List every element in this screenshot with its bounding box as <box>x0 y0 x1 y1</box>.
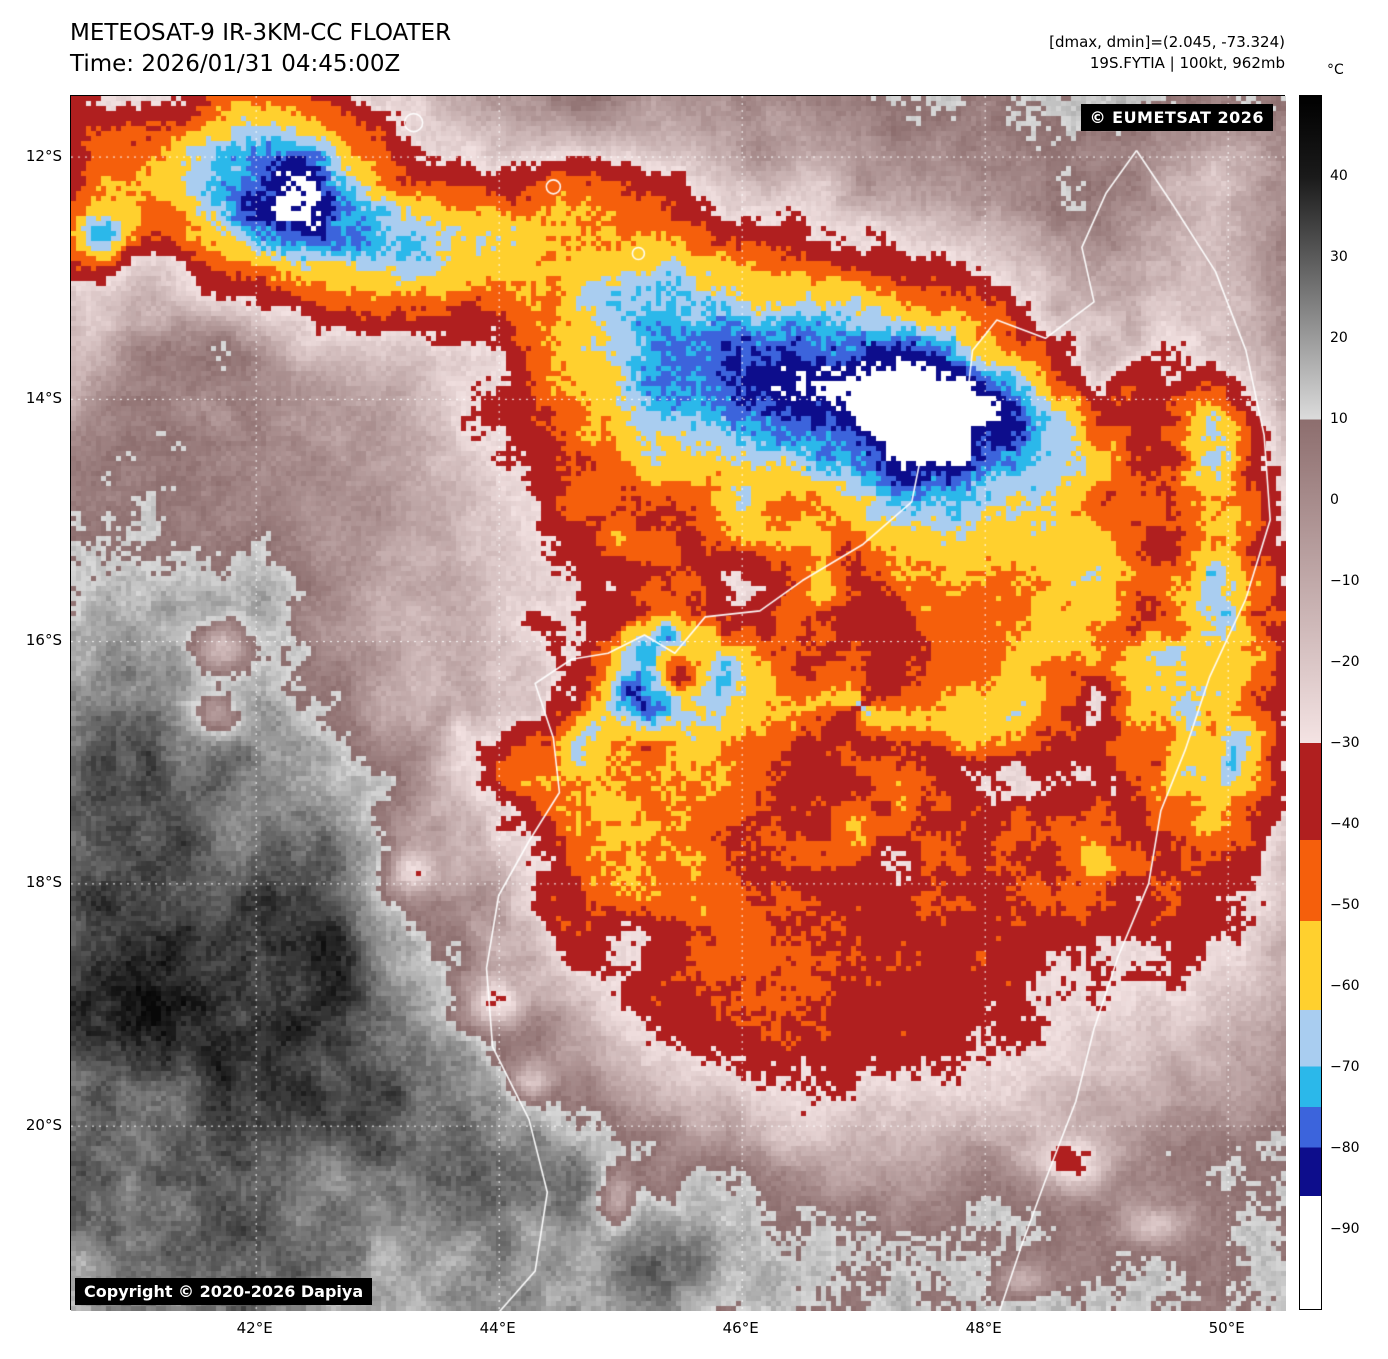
colorbar-tick-label: −80 <box>1330 1140 1360 1156</box>
colorbar-tick-label: −10 <box>1330 573 1360 589</box>
dapiya-copyright-badge: Copyright © 2020-2026 Dapiya <box>75 1278 373 1305</box>
lat-tick-label: 16°S <box>25 631 62 650</box>
lat-tick-label: 18°S <box>25 873 62 892</box>
colorbar-tick-label: 10 <box>1330 411 1348 427</box>
plot-title: METEOSAT-9 IR-3KM-CC FLOATER <box>70 20 452 46</box>
lon-tick-label: 42°E <box>236 1319 273 1337</box>
colorbar-tick-label: −20 <box>1330 654 1360 670</box>
satellite-map: © EUMETSAT 2026 Copyright © 2020-2026 Da… <box>70 95 1286 1311</box>
lon-tick-label: 46°E <box>722 1319 759 1337</box>
eumetsat-credit-badge: © EUMETSAT 2026 <box>1080 104 1273 131</box>
lon-tick-label: 48°E <box>965 1319 1002 1337</box>
storm-info-label: 19S.FYTIA | 100kt, 962mb <box>1089 54 1285 72</box>
lon-tick-label: 50°E <box>1208 1319 1245 1337</box>
stat-dmax-dmin: [dmax, dmin]=(2.045, -73.324) <box>1049 33 1285 51</box>
colorbar-tick-label: −60 <box>1330 978 1360 994</box>
temperature-colorbar <box>1299 95 1322 1310</box>
colorbar-tick-label: 40 <box>1330 168 1348 184</box>
header-right: [dmax, dmin]=(2.045, -73.324) 19S.FYTIA … <box>1049 32 1285 74</box>
colorbar-tick-label: −70 <box>1330 1059 1360 1075</box>
colorbar-tick-label: −40 <box>1330 816 1360 832</box>
colorbar-tick-label: −30 <box>1330 735 1360 751</box>
lon-tick-label: 44°E <box>479 1319 516 1337</box>
colorbar-tick-label: 20 <box>1330 330 1348 346</box>
plot-timestamp: Time: 2026/01/31 04:45:00Z <box>70 51 401 77</box>
colorbar-tick-label: 30 <box>1330 249 1348 265</box>
lat-tick-label: 12°S <box>25 146 62 165</box>
lat-tick-label: 20°S <box>25 1115 62 1134</box>
ir-satellite-canvas <box>71 96 1286 1311</box>
colorbar-unit-label: °C <box>1327 62 1344 78</box>
colorbar-tick-label: −50 <box>1330 897 1360 913</box>
colorbar-tick-label: −90 <box>1330 1221 1360 1237</box>
lat-tick-label: 14°S <box>25 388 62 407</box>
colorbar-tick-label: 0 <box>1330 492 1339 508</box>
